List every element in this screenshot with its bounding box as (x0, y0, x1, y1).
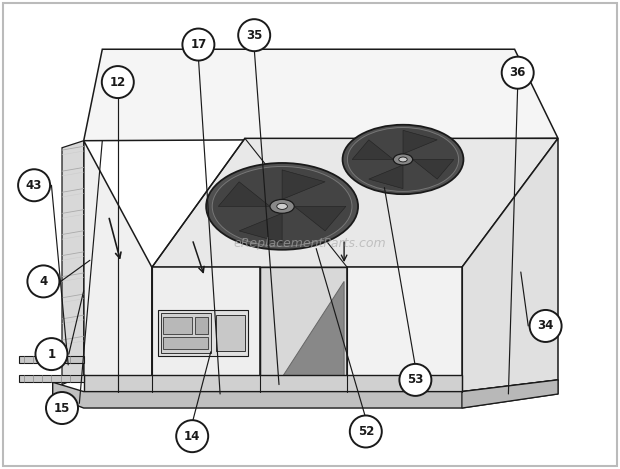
Circle shape (182, 29, 215, 61)
Text: 1: 1 (47, 348, 56, 361)
Polygon shape (158, 310, 248, 356)
Polygon shape (216, 315, 245, 351)
Polygon shape (84, 49, 558, 141)
Polygon shape (152, 138, 558, 267)
Text: 52: 52 (358, 425, 374, 438)
Circle shape (529, 310, 562, 342)
Polygon shape (239, 213, 282, 243)
Text: 15: 15 (54, 401, 70, 415)
Circle shape (46, 392, 78, 424)
Circle shape (102, 66, 134, 98)
Polygon shape (195, 317, 208, 334)
Polygon shape (161, 313, 211, 353)
Circle shape (399, 364, 432, 396)
Ellipse shape (270, 199, 294, 213)
Polygon shape (294, 206, 346, 231)
Polygon shape (462, 380, 558, 408)
Polygon shape (163, 337, 208, 349)
Polygon shape (84, 141, 152, 392)
Polygon shape (462, 138, 558, 392)
Polygon shape (19, 356, 84, 363)
Polygon shape (413, 159, 454, 179)
Text: 53: 53 (407, 373, 423, 386)
Ellipse shape (212, 166, 352, 246)
Circle shape (18, 169, 50, 201)
Circle shape (350, 416, 382, 447)
Polygon shape (84, 375, 462, 392)
Polygon shape (369, 165, 403, 189)
Text: 35: 35 (246, 29, 262, 42)
Ellipse shape (277, 204, 288, 209)
Polygon shape (282, 170, 325, 199)
Text: eReplacementParts.com: eReplacementParts.com (234, 237, 386, 250)
Circle shape (502, 57, 534, 89)
Circle shape (238, 19, 270, 51)
Polygon shape (352, 140, 393, 159)
Ellipse shape (399, 157, 407, 162)
Ellipse shape (393, 154, 413, 165)
Polygon shape (403, 130, 437, 154)
Text: 43: 43 (26, 179, 42, 192)
Circle shape (27, 265, 60, 297)
Polygon shape (163, 317, 192, 334)
Polygon shape (218, 182, 270, 206)
Text: 4: 4 (39, 275, 48, 288)
Ellipse shape (342, 125, 464, 194)
Text: 17: 17 (190, 38, 206, 51)
Polygon shape (19, 375, 84, 382)
Polygon shape (152, 267, 260, 392)
Polygon shape (260, 267, 347, 392)
Circle shape (35, 338, 68, 370)
Text: 34: 34 (538, 319, 554, 333)
Ellipse shape (206, 163, 358, 250)
Circle shape (176, 420, 208, 452)
Ellipse shape (347, 128, 459, 191)
Polygon shape (273, 281, 344, 392)
Polygon shape (53, 380, 558, 408)
Text: 14: 14 (184, 430, 200, 443)
Polygon shape (347, 267, 462, 392)
Text: 36: 36 (510, 66, 526, 79)
Text: 12: 12 (110, 76, 126, 89)
Polygon shape (62, 141, 84, 385)
